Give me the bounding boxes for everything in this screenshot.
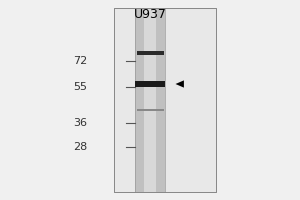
Text: 36: 36: [73, 118, 87, 128]
Polygon shape: [176, 80, 184, 88]
Text: U937: U937: [134, 8, 166, 21]
Bar: [114, 8, 216, 192]
Bar: [114, 8, 216, 192]
Bar: [136, 109, 164, 111]
Text: 72: 72: [73, 56, 87, 66]
Bar: [136, 51, 164, 55]
Text: 28: 28: [73, 142, 87, 152]
Bar: [135, 81, 165, 87]
Bar: [135, 8, 165, 192]
Bar: [144, 8, 156, 192]
Text: 55: 55: [73, 82, 87, 92]
